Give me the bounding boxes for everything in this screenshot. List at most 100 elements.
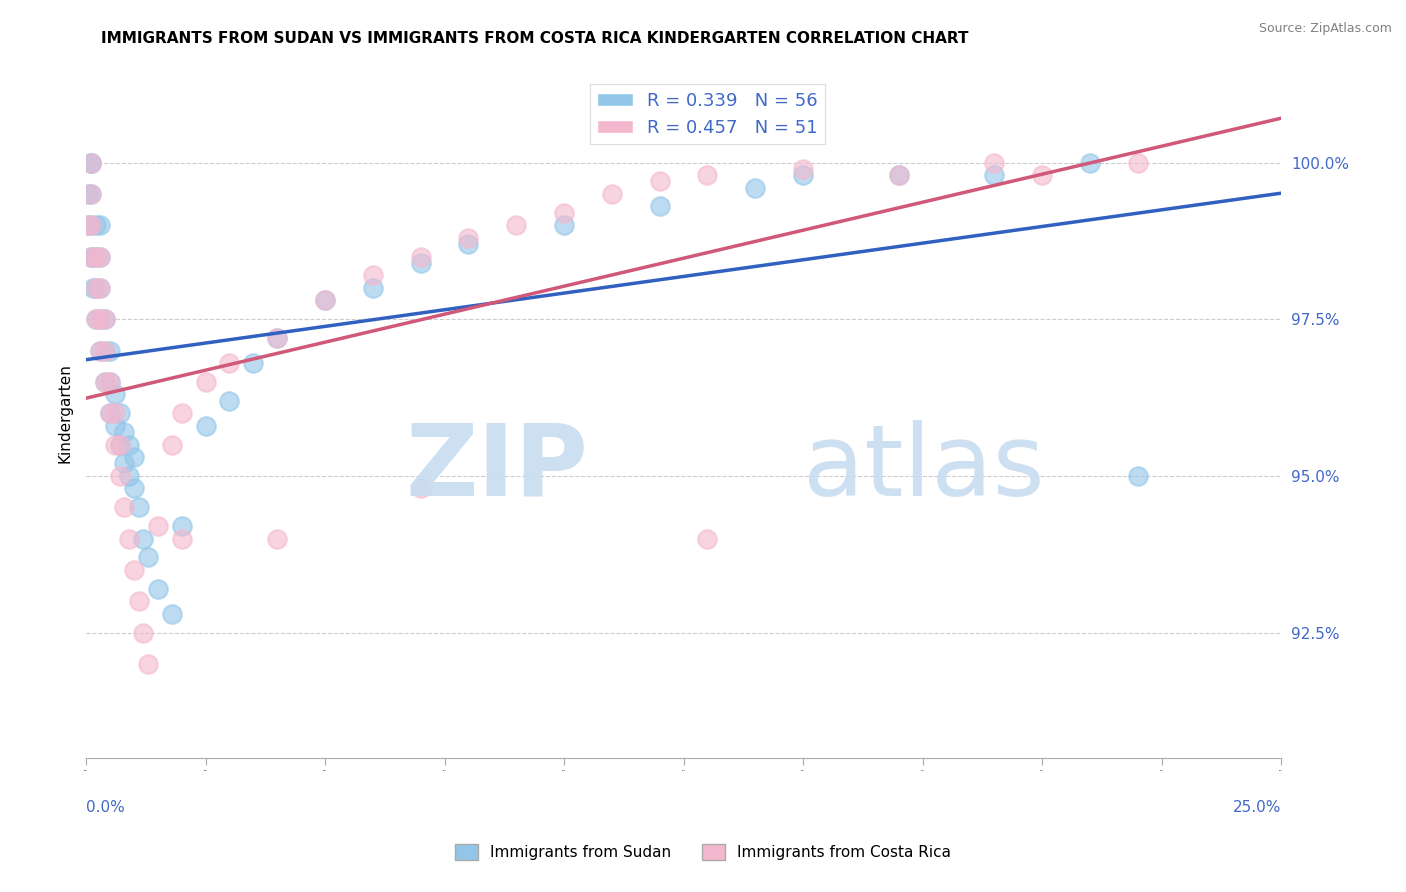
Point bbox=[98, 406, 121, 420]
Point bbox=[94, 343, 117, 358]
Point bbox=[409, 250, 432, 264]
Point bbox=[122, 482, 145, 496]
Point bbox=[80, 186, 103, 201]
Text: Source: ZipAtlas.com: Source: ZipAtlas.com bbox=[1258, 22, 1392, 36]
Point bbox=[160, 437, 183, 451]
Point bbox=[80, 250, 103, 264]
Point bbox=[108, 406, 131, 420]
Point bbox=[194, 418, 217, 433]
Point bbox=[94, 343, 117, 358]
Point bbox=[266, 331, 288, 345]
Point bbox=[409, 482, 432, 496]
Text: 25.0%: 25.0% bbox=[1233, 799, 1281, 814]
Point bbox=[132, 625, 155, 640]
Point bbox=[1078, 155, 1101, 169]
Point bbox=[104, 437, 127, 451]
Point bbox=[648, 199, 671, 213]
Point bbox=[112, 500, 135, 515]
Point bbox=[84, 218, 107, 232]
Point bbox=[887, 168, 910, 182]
Point bbox=[84, 312, 107, 326]
Point bbox=[170, 532, 193, 546]
Point bbox=[89, 250, 111, 264]
Point bbox=[84, 312, 107, 326]
Point bbox=[118, 437, 141, 451]
Point bbox=[89, 281, 111, 295]
Legend: Immigrants from Sudan, Immigrants from Costa Rica: Immigrants from Sudan, Immigrants from C… bbox=[449, 838, 957, 866]
Point bbox=[98, 375, 121, 389]
Text: atlas: atlas bbox=[803, 420, 1045, 516]
Point bbox=[696, 168, 718, 182]
Point bbox=[314, 293, 336, 308]
Point bbox=[146, 519, 169, 533]
Point bbox=[122, 450, 145, 464]
Point bbox=[80, 155, 103, 169]
Point bbox=[104, 387, 127, 401]
Point bbox=[112, 425, 135, 439]
Point bbox=[266, 331, 288, 345]
Point bbox=[409, 256, 432, 270]
Point bbox=[314, 293, 336, 308]
Point bbox=[80, 155, 103, 169]
Point bbox=[457, 237, 479, 252]
Point bbox=[104, 406, 127, 420]
Point bbox=[118, 468, 141, 483]
Text: IMMIGRANTS FROM SUDAN VS IMMIGRANTS FROM COSTA RICA KINDERGARTEN CORRELATION CHA: IMMIGRANTS FROM SUDAN VS IMMIGRANTS FROM… bbox=[101, 31, 967, 46]
Point bbox=[361, 281, 384, 295]
Point bbox=[648, 174, 671, 188]
Point bbox=[792, 161, 814, 176]
Point bbox=[136, 657, 159, 671]
Point bbox=[108, 437, 131, 451]
Point bbox=[94, 375, 117, 389]
Point bbox=[98, 375, 121, 389]
Point bbox=[80, 218, 103, 232]
Point bbox=[89, 343, 111, 358]
Point bbox=[82, 281, 104, 295]
Point bbox=[98, 406, 121, 420]
Point bbox=[84, 250, 107, 264]
Legend: R = 0.339   N = 56, R = 0.457   N = 51: R = 0.339 N = 56, R = 0.457 N = 51 bbox=[589, 85, 825, 144]
Point bbox=[77, 186, 100, 201]
Point bbox=[146, 582, 169, 596]
Point bbox=[89, 281, 111, 295]
Point bbox=[600, 186, 623, 201]
Point bbox=[104, 418, 127, 433]
Point bbox=[266, 532, 288, 546]
Point bbox=[77, 218, 100, 232]
Point bbox=[505, 218, 527, 232]
Point bbox=[122, 563, 145, 577]
Point bbox=[218, 393, 240, 408]
Point bbox=[160, 607, 183, 621]
Point bbox=[89, 218, 111, 232]
Point bbox=[94, 312, 117, 326]
Point bbox=[80, 155, 103, 169]
Point bbox=[82, 250, 104, 264]
Point bbox=[361, 268, 384, 283]
Point bbox=[80, 186, 103, 201]
Point bbox=[792, 168, 814, 182]
Point bbox=[89, 343, 111, 358]
Point bbox=[218, 356, 240, 370]
Point bbox=[983, 168, 1005, 182]
Point bbox=[128, 500, 150, 515]
Point bbox=[553, 218, 575, 232]
Point bbox=[84, 281, 107, 295]
Point bbox=[89, 250, 111, 264]
Text: ZIP: ZIP bbox=[405, 420, 588, 516]
Point bbox=[887, 168, 910, 182]
Point bbox=[84, 281, 107, 295]
Point bbox=[136, 550, 159, 565]
Text: 0.0%: 0.0% bbox=[86, 799, 125, 814]
Point bbox=[553, 205, 575, 219]
Point bbox=[108, 468, 131, 483]
Point bbox=[194, 375, 217, 389]
Point bbox=[696, 532, 718, 546]
Point bbox=[89, 312, 111, 326]
Point bbox=[94, 375, 117, 389]
Point bbox=[118, 532, 141, 546]
Point bbox=[80, 218, 103, 232]
Point bbox=[84, 250, 107, 264]
Point bbox=[170, 519, 193, 533]
Point bbox=[94, 312, 117, 326]
Point bbox=[457, 231, 479, 245]
